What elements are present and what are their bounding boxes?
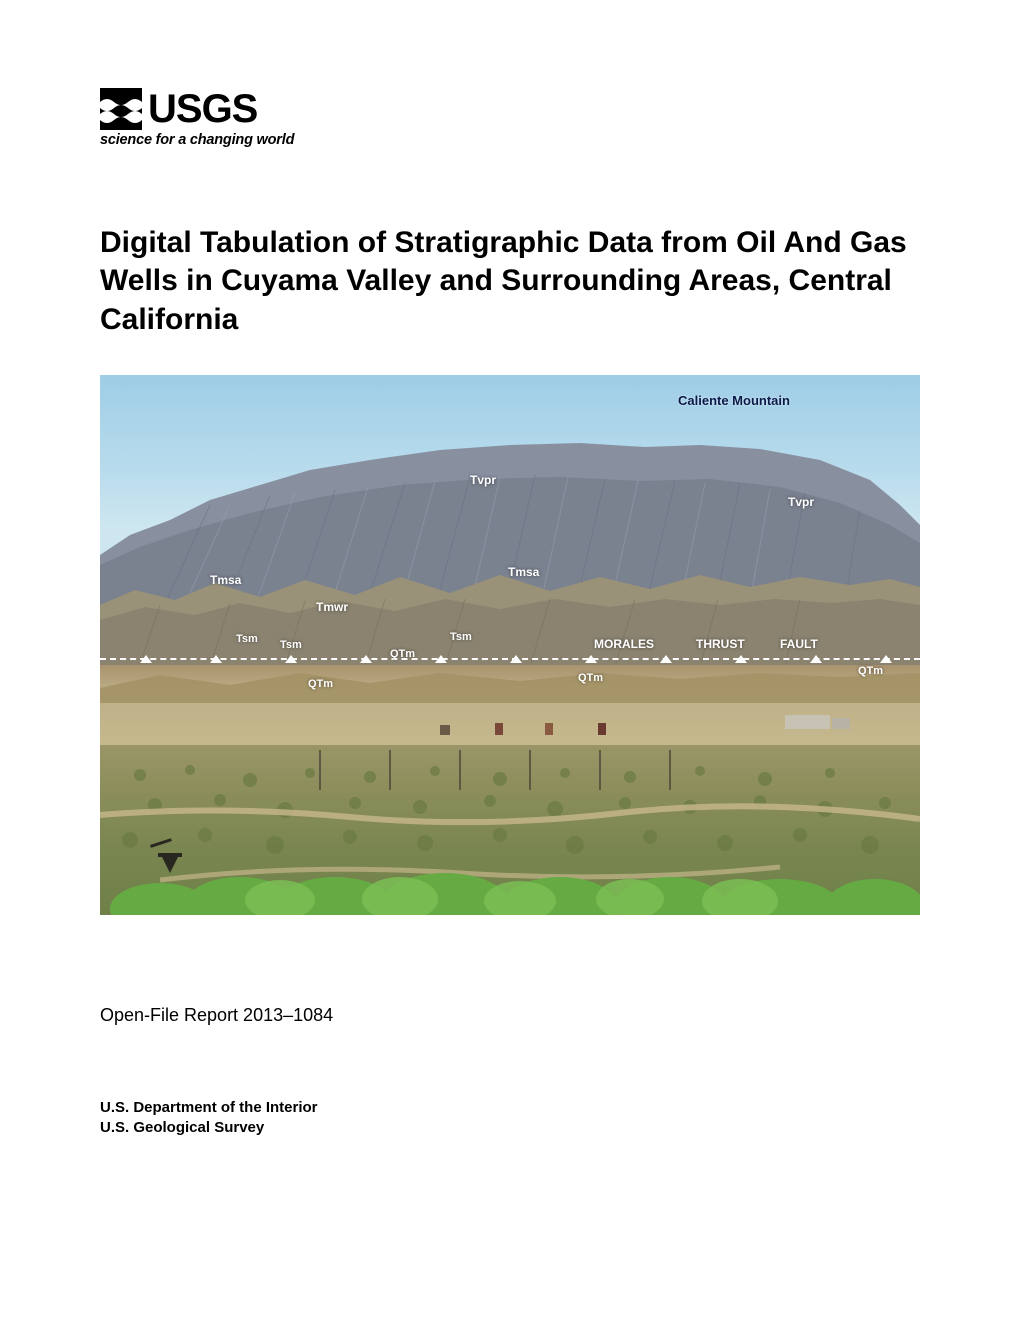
geologic-label: Tvpr [788,495,814,509]
document-title: Digital Tabulation of Stratigraphic Data… [100,224,920,339]
fault-ticks [100,653,920,663]
geologic-label: Tmsa [508,565,539,579]
geologic-label: Tsm [280,639,302,651]
usgs-wave-icon [100,88,142,130]
footer-line-2: U.S. Geological Survey [100,1118,920,1138]
usgs-logo: USGS science for a changing world [100,88,920,148]
geologic-label: Tmwr [316,600,348,614]
foreground-shrubs [100,855,920,915]
geologic-label: QTm [390,648,415,660]
publisher-footer: U.S. Department of the Interior U.S. Geo… [100,1098,920,1139]
geologic-label: Tsm [236,633,258,645]
geologic-label: QTm [858,665,883,677]
geologic-label: Caliente Mountain [678,393,790,408]
report-number: Open-File Report 2013–1084 [100,1005,920,1026]
geologic-label: QTm [578,672,603,684]
usgs-logo-text: USGS [148,89,257,129]
footer-line-1: U.S. Department of the Interior [100,1098,920,1118]
geologic-label: THRUST [696,637,745,651]
geologic-label: FAULT [780,637,818,651]
geologic-label: MORALES [594,637,654,651]
geologic-label: Tmsa [210,573,241,587]
geologic-label: QTm [308,678,333,690]
geologic-label: Tsm [450,631,472,643]
cover-photo: Caliente Mountain Tvpr Tvpr Tmsa Tmsa Tmwr Tsm… [100,375,920,915]
geologic-label: Tvpr [470,473,496,487]
usgs-tagline: science for a changing world [100,132,920,148]
